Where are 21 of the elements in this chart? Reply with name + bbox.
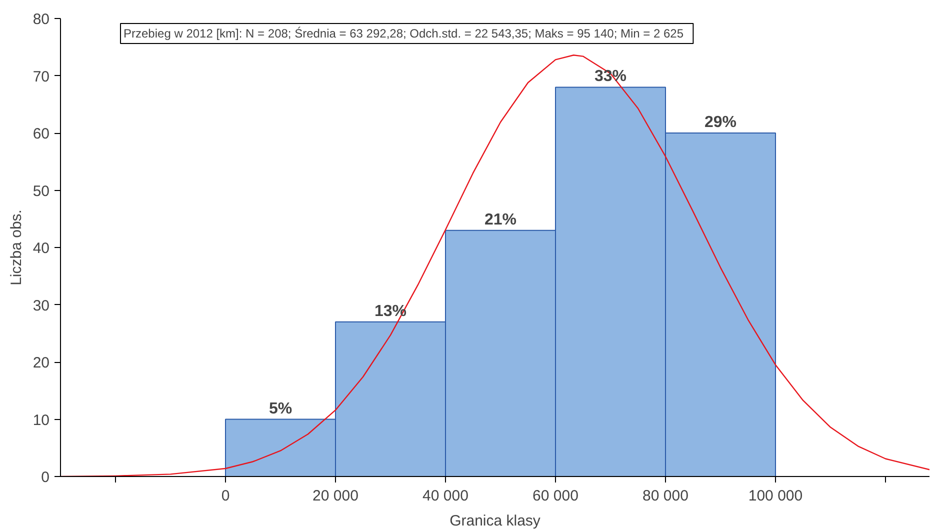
annotation: 29% xyxy=(704,114,737,131)
y-tick-label: 10 xyxy=(32,412,50,429)
y-tick-label: 40 xyxy=(32,240,50,257)
y-tick-label: 30 xyxy=(32,297,50,314)
y-axis-title: Liczba obs. xyxy=(8,210,25,286)
y-tick-label: 70 xyxy=(32,68,50,86)
y-tick-label: 80 xyxy=(32,11,50,28)
x-tick-label: 0 xyxy=(221,488,230,504)
y-tick-label: 50 xyxy=(32,182,50,200)
y-tick-label: 60 xyxy=(32,126,50,142)
annotation: Przebieg w 2012 [km]: N = 208; Średnia = 63 292,28; Odch.std. = 22 543,35; Maks = 95 140; Min = 2 625 xyxy=(124,26,684,40)
annotation: 21% xyxy=(484,211,517,228)
x-tick-label: 80 000 xyxy=(642,488,688,504)
x-tick-label: 40 000 xyxy=(422,488,468,504)
x-tick-label: 100 000 xyxy=(748,488,803,504)
y-tick-label: 0 xyxy=(41,469,50,486)
x-tick-label: 20 000 xyxy=(312,488,358,504)
x-tick-label: 60 000 xyxy=(532,488,578,504)
y-tick-label: 20 xyxy=(32,354,50,372)
annotation: 5% xyxy=(268,400,292,418)
x-axis-title: Granica klasy xyxy=(450,512,541,530)
